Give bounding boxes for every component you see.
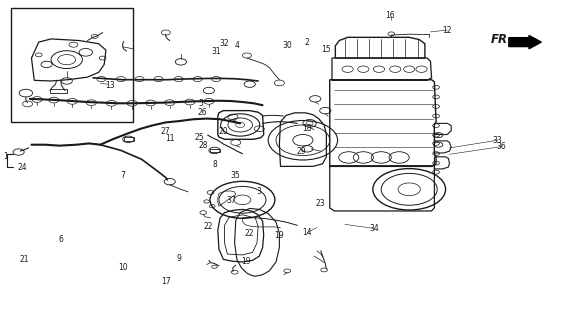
Text: 24: 24 [17, 163, 27, 172]
Text: 26: 26 [197, 108, 207, 117]
Text: 33: 33 [493, 136, 503, 145]
Text: 19: 19 [241, 258, 251, 267]
Text: 19: 19 [274, 231, 284, 240]
Text: 23: 23 [316, 198, 325, 207]
Text: 37: 37 [227, 196, 236, 205]
Text: 28: 28 [199, 141, 208, 150]
Bar [124, 137, 134, 141]
Text: 32: 32 [220, 39, 229, 48]
Text: 20: 20 [219, 127, 228, 136]
Text: 34: 34 [370, 224, 379, 233]
Text: 36: 36 [496, 142, 507, 151]
Text: 25: 25 [195, 132, 204, 141]
Bar [50, 89, 67, 93]
Text: 27: 27 [161, 127, 171, 136]
Bar [210, 148, 220, 152]
Text: 9: 9 [176, 254, 181, 263]
Text: 22: 22 [245, 229, 255, 238]
Text: 29: 29 [297, 147, 306, 156]
Text: 14: 14 [302, 228, 312, 237]
Text: 31: 31 [211, 46, 221, 56]
FancyArrow shape [509, 36, 541, 49]
Text: 21: 21 [20, 255, 29, 264]
Text: 30: 30 [282, 41, 292, 51]
Text: 2: 2 [305, 38, 310, 47]
Text: 12: 12 [443, 26, 452, 35]
Text: 6: 6 [59, 235, 63, 244]
Text: 4: 4 [234, 41, 240, 51]
Text: 22: 22 [203, 222, 213, 231]
Text: 11: 11 [165, 134, 174, 143]
Text: 5: 5 [199, 99, 204, 108]
Text: 16: 16 [385, 12, 394, 20]
Text: 1: 1 [3, 152, 7, 161]
Text: 18: 18 [302, 124, 312, 133]
Text: 8: 8 [212, 160, 217, 169]
Text: 13: 13 [105, 81, 115, 90]
Text: FR.: FR. [490, 33, 512, 46]
Text: 3: 3 [257, 187, 261, 196]
Text: 17: 17 [161, 277, 171, 286]
Text: 7: 7 [120, 171, 125, 180]
Text: 10: 10 [118, 263, 127, 272]
Text: 15: 15 [321, 44, 331, 54]
Bar [11, 8, 133, 123]
Text: 35: 35 [231, 171, 241, 180]
